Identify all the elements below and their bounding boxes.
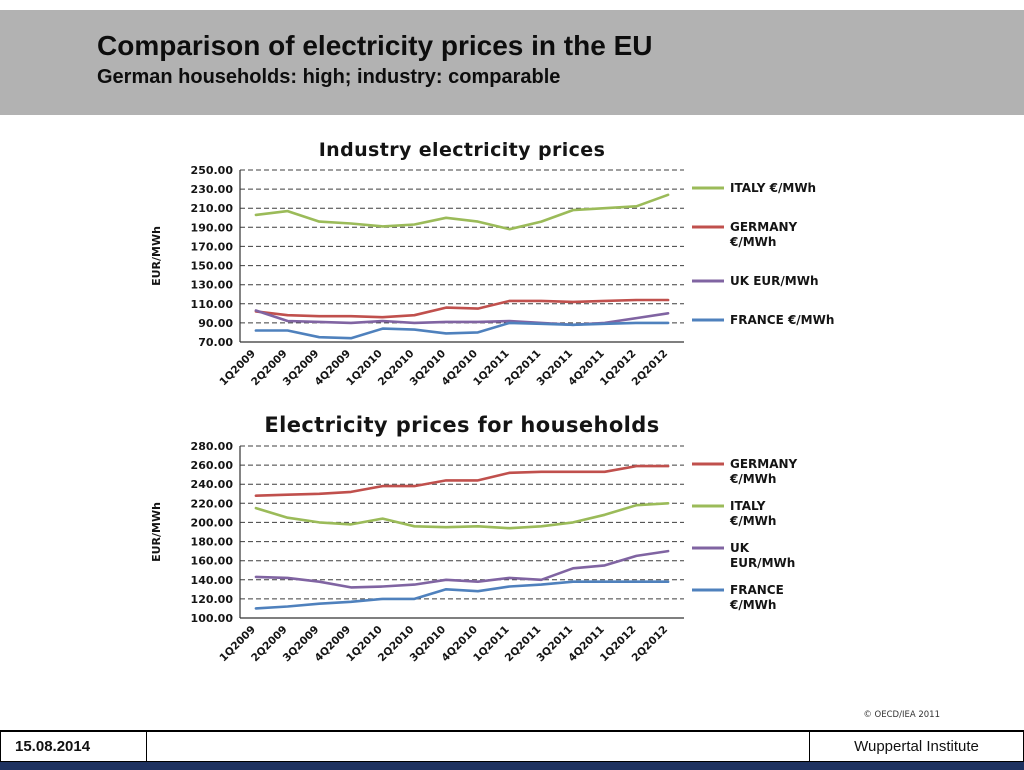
y-tick-label: 230.00	[191, 183, 234, 196]
charts-area: Industry electricity prices 250.00 230.00 2…	[140, 136, 880, 684]
chart-title: Electricity prices for households	[264, 413, 659, 437]
y-tick-label: 250.00	[191, 164, 234, 177]
legend-label: UK	[730, 541, 750, 555]
legend-label: EUR/MWh	[730, 556, 795, 570]
y-tick-label: 260.00	[191, 459, 234, 472]
legend-label: €/MWh	[729, 472, 776, 486]
footer-institute: Wuppertal Institute	[809, 732, 1023, 761]
y-tick-label: 170.00	[191, 240, 234, 253]
y-tick-label: 150.00	[191, 260, 234, 273]
legend-label: GERMANY	[730, 457, 798, 471]
y-tick-label: 190.00	[191, 221, 234, 234]
series-line-germany	[254, 298, 670, 319]
series-line-germany	[254, 464, 670, 497]
y-tick-label: 70.00	[198, 336, 233, 349]
series-line-uk	[254, 549, 670, 589]
legend-label: €/MWh	[729, 514, 776, 528]
slide-subtitle: German households: high; industry: compa…	[97, 66, 561, 89]
footer-date: 15.08.2014	[1, 732, 147, 761]
y-tick-label: 120.00	[191, 593, 234, 606]
legend-label: UK EUR/MWh	[730, 274, 819, 288]
y-tick-label: 220.00	[191, 497, 234, 510]
series-line-italy	[254, 502, 670, 530]
y-tick-label: 100.00	[191, 612, 234, 625]
legend-label: ITALY	[730, 499, 766, 513]
y-tick-label: 280.00	[191, 440, 234, 453]
y-tick-label: 110.00	[191, 298, 234, 311]
y-tick-label: 200.00	[191, 516, 234, 529]
y-axis-label: EUR/MWh	[150, 226, 163, 286]
bottom-accent-bar	[0, 762, 1024, 770]
industry-electricity-prices-chart: Industry electricity prices 250.00 230.00 2…	[150, 139, 834, 388]
series-line-france	[254, 321, 670, 340]
y-tick-label: 180.00	[191, 536, 234, 549]
y-tick-label: 90.00	[198, 317, 233, 330]
y-axis-label: EUR/MWh	[150, 502, 163, 562]
y-tick-label: 130.00	[191, 279, 234, 292]
y-tick-label: 160.00	[191, 555, 234, 568]
legend-label: FRANCE	[730, 583, 784, 597]
y-tick-label: 210.00	[191, 202, 234, 215]
series-line-france	[254, 580, 670, 610]
series-line-italy	[254, 193, 670, 231]
legend-label: GERMANY	[730, 220, 798, 234]
slide-title: Comparison of electricity prices in the …	[97, 30, 653, 61]
y-tick-label: 140.00	[191, 574, 234, 587]
legend-label: €/MWh	[729, 235, 776, 249]
legend-label: FRANCE €/MWh	[730, 313, 834, 327]
legend-label: €/MWh	[729, 598, 776, 612]
copyright-note: © OECD/IEA 2011	[863, 710, 940, 720]
legend-label: ITALY €/MWh	[730, 181, 816, 195]
y-tick-label: 240.00	[191, 478, 234, 491]
footer: 15.08.2014 Wuppertal Institute	[0, 730, 1024, 762]
household-electricity-prices-chart: Electricity prices for households 280.00 2…	[150, 413, 798, 664]
header-band: Comparison of electricity prices in the …	[0, 10, 1024, 115]
footer-spacer	[147, 732, 809, 761]
chart-title: Industry electricity prices	[319, 139, 606, 161]
